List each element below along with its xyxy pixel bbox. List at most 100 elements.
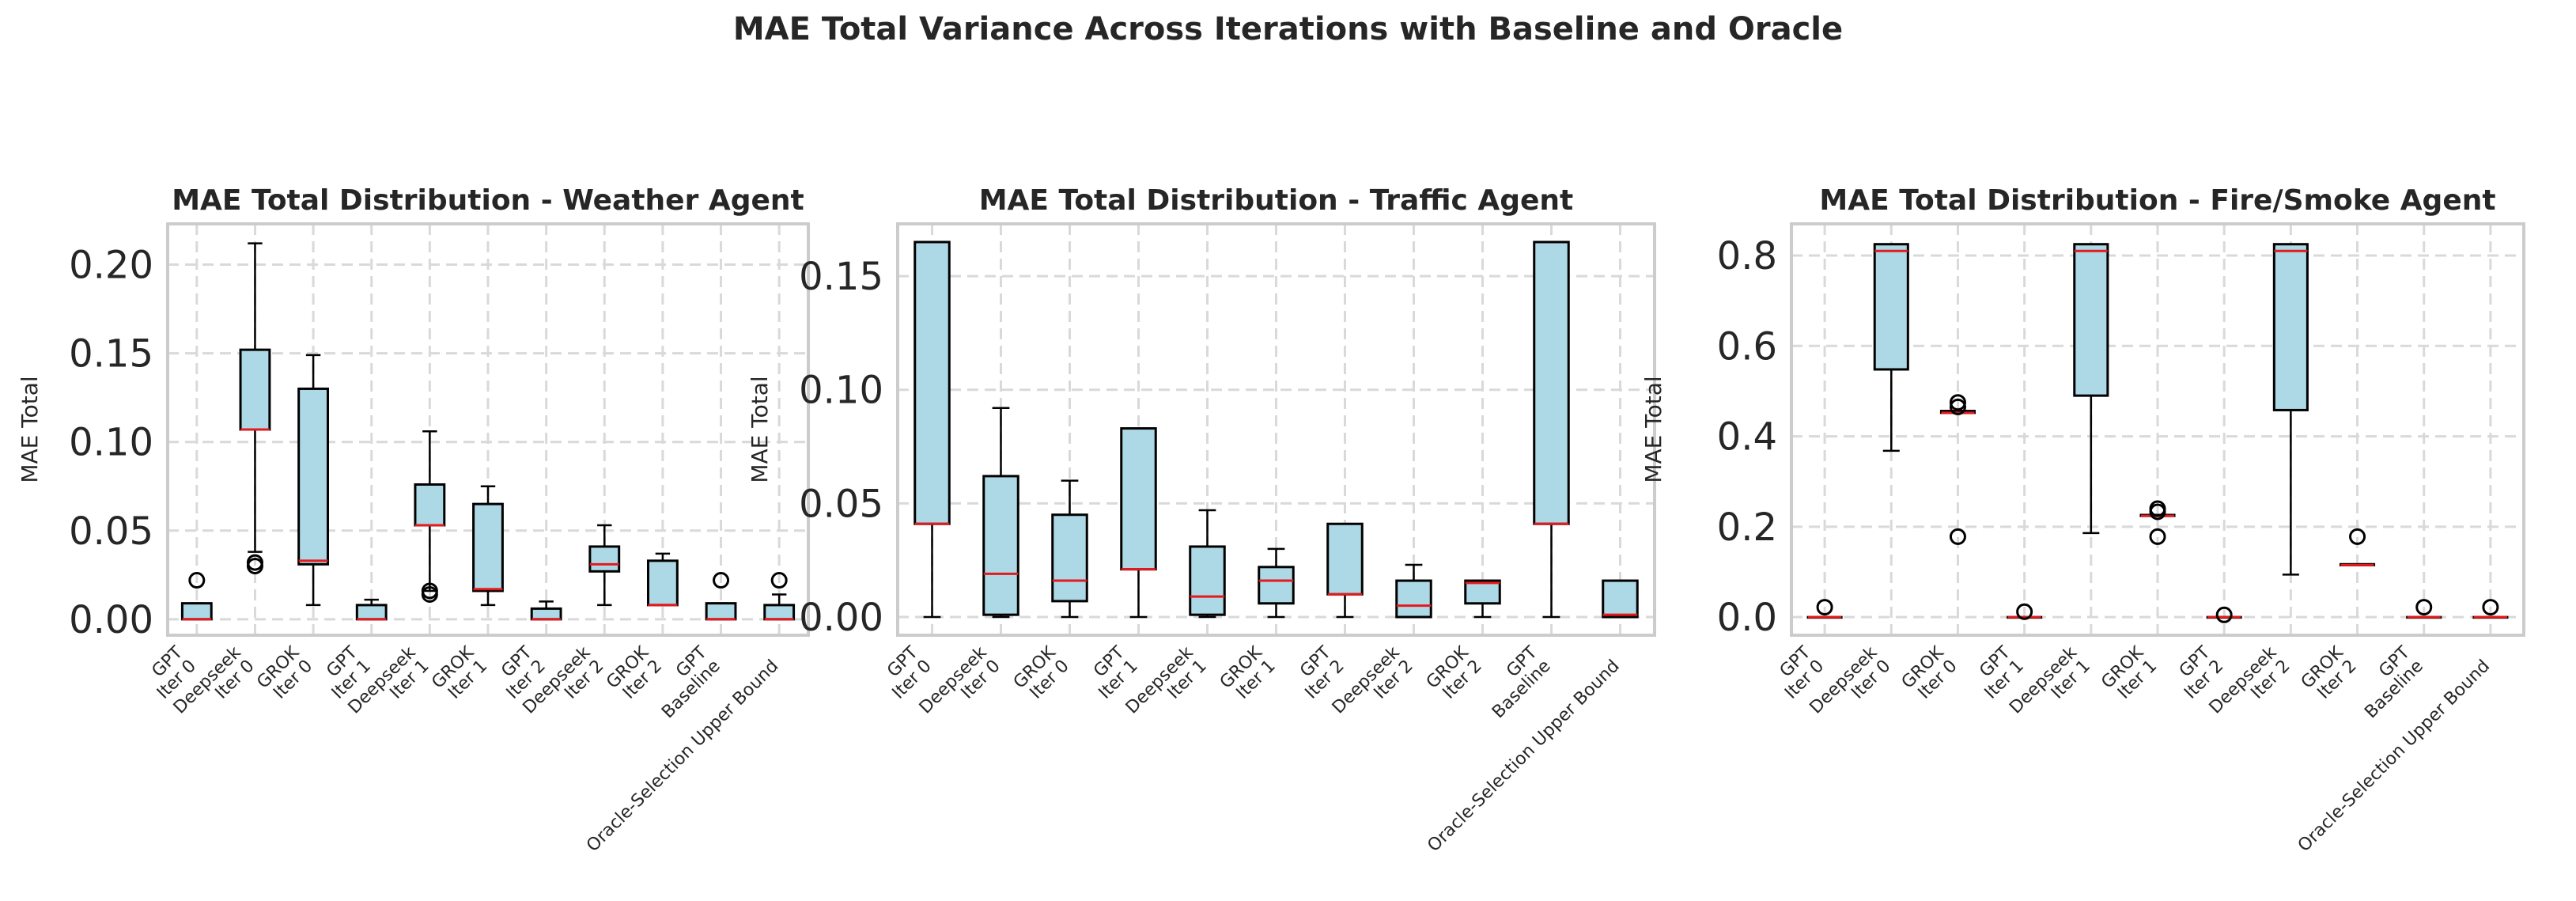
traffic-box-4 [1189,509,1226,619]
traffic-ytick-label-0: 0.00 [799,596,883,640]
fire-smoke-box-5 [2139,500,2176,545]
weather-ytick-label-2: 0.10 [69,421,153,465]
fire-smoke-flier-2-2 [1949,528,1966,545]
weather-ytick-label-3: 0.15 [69,332,153,377]
traffic-ytick-label-1: 0.05 [799,482,883,526]
weather-chart-title: MAE Total Distribution - Weather Agent [172,184,804,217]
traffic-box-3 [1120,427,1157,619]
fire-smoke-box-10 [2472,599,2509,619]
weather-iqr-box-8 [647,559,679,607]
fire-smoke-box-4 [2073,243,2109,535]
traffic-iqr-box-5 [1258,566,1295,605]
traffic-box-7 [1395,563,1432,619]
fire-smoke-y-axis-label: MAE Total [1640,376,1666,483]
weather-flier-1-1 [246,558,263,575]
weather-flier-0-0 [188,572,206,589]
fire-smoke-ytick-label-2: 0.4 [1717,415,1777,460]
fire-smoke-xtick-label-1: DeepseekIter 0 [1806,642,1895,731]
fire-smoke-box-9 [2406,599,2442,619]
fire-smoke-flier-3-0 [2016,603,2033,620]
fire-smoke-box-7 [2272,243,2309,576]
fire-smoke-flier-9-0 [2415,599,2433,616]
fire-smoke-box-3 [2007,603,2043,620]
fire-smoke-ytick-label-3: 0.6 [1717,324,1777,369]
fire-smoke-flier-8-0 [2349,528,2366,545]
weather-box-5 [472,485,504,607]
weather-flier-10-0 [770,572,788,589]
weather-iqr-box-4 [414,483,446,527]
weather-iqr-box-7 [588,545,621,573]
weather-flier-4-1 [421,585,438,603]
fire-smoke-box-8 [2340,528,2376,566]
traffic-iqr-box-4 [1189,545,1226,616]
fire-smoke-flier-0-0 [1816,599,1833,616]
fire-smoke-box-6 [2206,606,2242,623]
fire-smoke-flier-5-1 [2149,503,2166,521]
traffic-box-10 [1602,579,1639,619]
traffic-box-6 [1326,522,1364,619]
weather-flier-9-0 [713,572,730,589]
traffic-iqr-box-8 [1464,579,1501,605]
weather-box-6 [530,600,562,621]
fire-smoke-flier-5-2 [2149,528,2166,545]
traffic-box-5 [1258,547,1295,619]
fire-smoke-ytick-label-4: 0.8 [1717,234,1777,278]
traffic-iqr-box-2 [1051,513,1088,603]
weather-y-axis-label: MAE Total [17,376,43,483]
weather-axes-frame [166,222,810,637]
traffic-box-2 [1051,479,1088,619]
weather-box-10 [763,572,796,621]
fire-smoke-iqr-box-7 [2272,243,2309,411]
weather-box-2 [297,354,330,607]
fire-smoke-ytick-label-1: 0.2 [1717,505,1777,550]
traffic-axes-frame [896,222,1656,637]
fire-smoke-xtick-label-7: DeepseekIter 2 [2206,642,2294,731]
weather-iqr-box-5 [472,502,504,592]
weather-ytick-label-0: 0.00 [69,598,153,642]
fire-smoke-xtick-label-9: GPTBaseline [2347,642,2427,722]
traffic-iqr-box-10 [1602,579,1639,619]
weather-box-8 [647,552,679,607]
fire-smoke-flier-2-0 [1949,394,1966,411]
weather-box-3 [355,598,388,621]
fire-smoke-box-0 [1806,599,1843,619]
traffic-ytick-label-3: 0.15 [799,255,883,299]
weather-box-7 [588,524,621,607]
traffic-box-0 [914,240,951,619]
fire-smoke-iqr-box-4 [2073,243,2109,397]
fire-smoke-xtick-label-8: GROKIter 2 [2298,642,2361,706]
traffic-iqr-box-6 [1326,522,1364,596]
weather-box-0 [180,572,213,621]
fire-smoke-ytick-label-0: 0.0 [1717,596,1777,640]
fire-smoke-iqr-box-1 [1873,243,1909,371]
weather-box-9 [705,572,737,621]
fire-smoke-box-2 [1939,394,1976,545]
fire-smoke-xtick-label-5: GROKIter 1 [2097,642,2161,706]
fire-smoke-axes-frame [1790,222,2525,637]
traffic-y-axis-label: MAE Total [747,376,773,483]
traffic-iqr-box-7 [1395,579,1432,619]
fire-smoke-flier-6-0 [2215,606,2233,623]
fire-smoke-chart-title: MAE Total Distribution - Fire/Smoke Agen… [1819,184,2495,217]
fire-smoke-xtick-label-4: DeepseekIter 1 [2006,642,2094,731]
traffic-iqr-box-1 [982,475,1019,616]
traffic-box-9 [1533,240,1570,619]
fire-smoke-flier-10-0 [2482,599,2499,616]
traffic-ytick-label-2: 0.10 [799,369,883,413]
traffic-box-8 [1464,579,1501,619]
weather-iqr-box-2 [297,387,330,566]
fire-smoke-xtick-label-2: GROKIter 0 [1898,642,1961,706]
traffic-box-1 [982,407,1019,619]
fire-smoke-flier-2-1 [1949,398,1966,415]
traffic-chart-title: MAE Total Distribution - Traffic Agent [979,184,1574,217]
weather-box-4 [414,430,446,603]
weather-ytick-label-4: 0.20 [69,244,153,288]
weather-box-1 [239,242,271,575]
figure-title: MAE Total Variance Across Iterations wit… [732,11,1844,47]
weather-ytick-label-1: 0.05 [69,509,153,554]
fire-smoke-box-1 [1873,243,1909,452]
traffic-iqr-box-9 [1533,240,1570,525]
